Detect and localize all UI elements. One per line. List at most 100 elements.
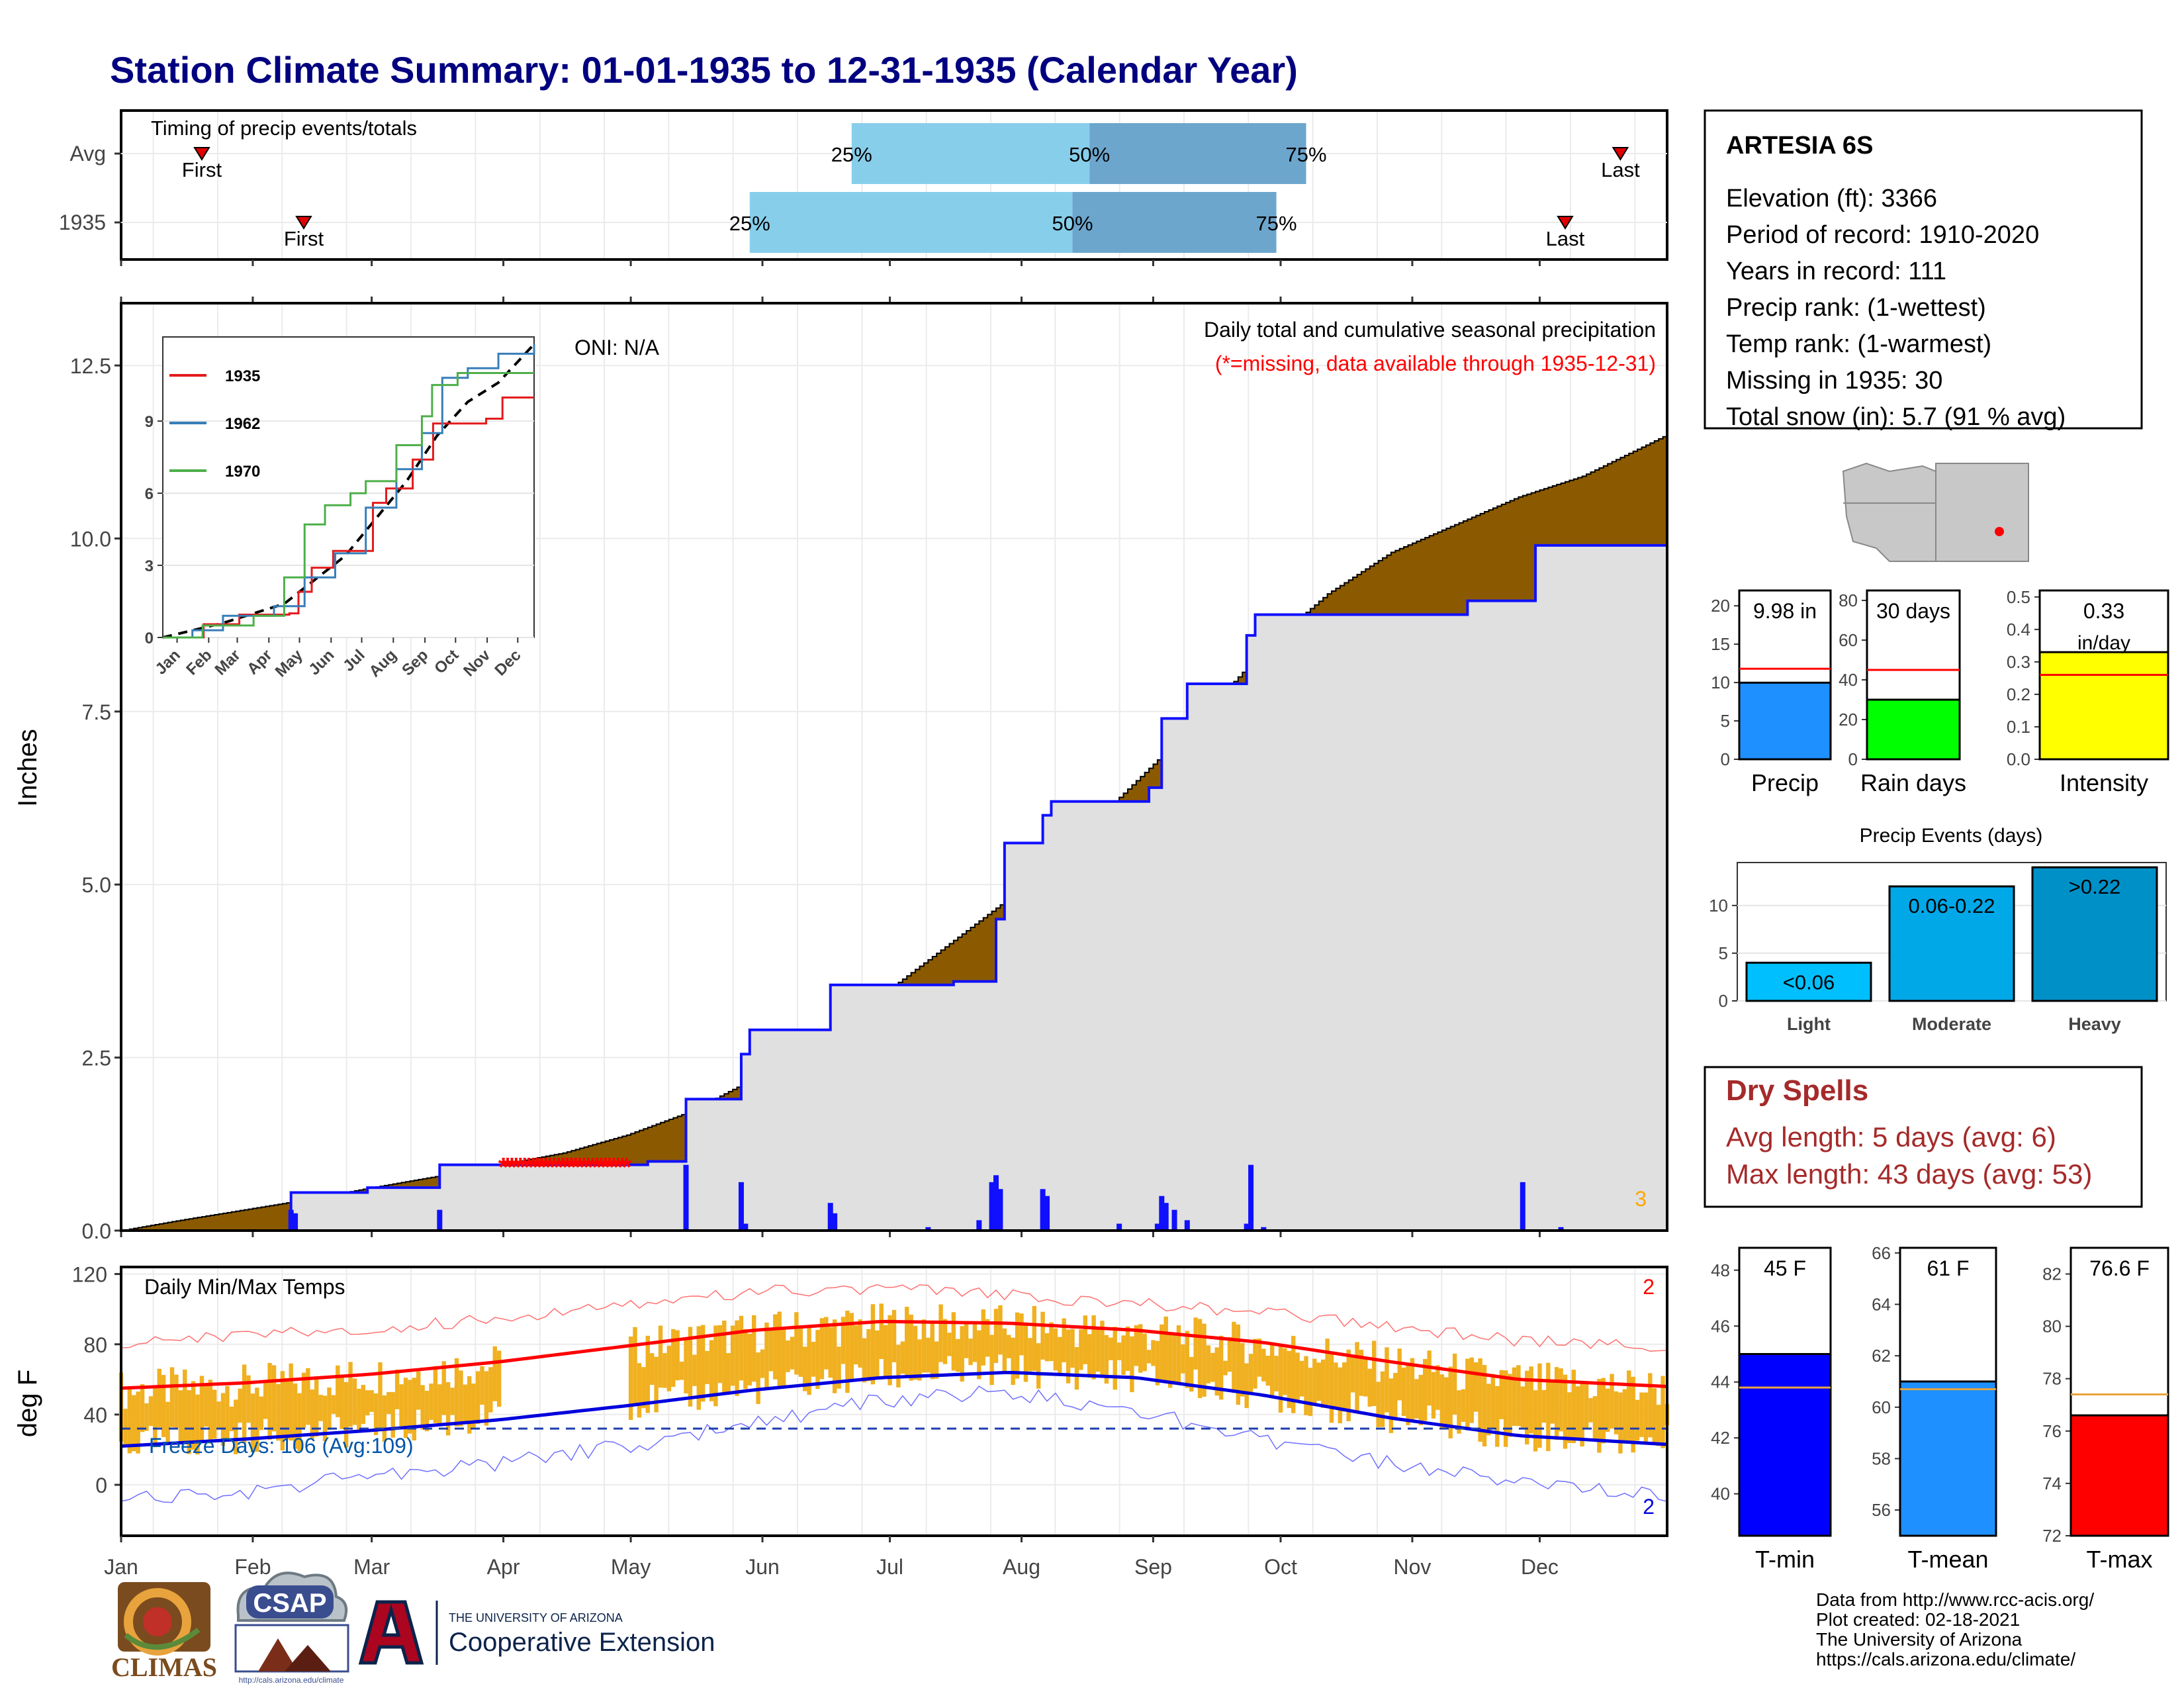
daily-temp-bar (1295, 1352, 1300, 1400)
daily-temp-bar (1104, 1335, 1109, 1384)
month-label: Jun (745, 1555, 780, 1579)
daily-precip-bar (827, 1203, 833, 1231)
daily-temp-bar (1023, 1322, 1028, 1382)
daily-temp-bar (424, 1391, 430, 1432)
daily-precip-bar (1159, 1196, 1165, 1231)
daily-temp-bar (1304, 1356, 1308, 1415)
daily-temp-bar (1401, 1367, 1406, 1417)
daily-temp-bar (144, 1403, 149, 1431)
daily-temp-bar (127, 1387, 132, 1454)
timing-first-marker (295, 216, 312, 230)
summary-y-tick-label: 20 (1839, 710, 1858, 729)
precip-y-tick-label: 2.5 (82, 1047, 111, 1070)
timing-last-label: Last (1601, 158, 1640, 181)
daily-temp-bar (1058, 1336, 1062, 1376)
summary-y-tick-label: 5 (1721, 711, 1730, 731)
daily-temp-bar (1541, 1389, 1547, 1423)
daily-temp-bar (1134, 1325, 1139, 1366)
daily-temp-bar (671, 1329, 676, 1387)
daily-temp-bar (1236, 1324, 1241, 1405)
daily-temp-bar (1083, 1315, 1087, 1364)
daily-temp-bar (340, 1376, 344, 1429)
daily-temp-bar (1516, 1365, 1521, 1427)
inset-y-tick-label: 3 (145, 557, 154, 575)
daily-temp-bar (454, 1358, 459, 1427)
daily-temp-bar (1244, 1363, 1249, 1409)
temps-top-right-label: 2 (1643, 1275, 1655, 1299)
daily-precip-bar (1520, 1182, 1525, 1231)
temps-y-tick-label: 40 (83, 1403, 107, 1427)
events-bar (1888, 885, 2015, 1002)
daily-temp-bar (1189, 1356, 1194, 1392)
daily-temp-bar (492, 1346, 497, 1401)
dry-spells-avg: Avg length: 5 days (avg: 6) (1726, 1121, 2056, 1152)
inset-y-tick-label: 0 (145, 630, 154, 647)
daily-temp-bar (1461, 1389, 1466, 1423)
precip-y-tick-label: 10.0 (70, 527, 111, 551)
daily-temp-bar (301, 1372, 306, 1428)
freeze-days-label: Freeze Days: 106 (Avg:109) (149, 1434, 414, 1458)
daily-temp-bar (136, 1391, 140, 1454)
daily-temp-bar (394, 1370, 400, 1409)
daily-precip-bar (993, 1175, 999, 1231)
daily-temp-bar (1495, 1385, 1500, 1447)
daily-precip-bar (1154, 1223, 1160, 1231)
timing-last-label: Last (1546, 227, 1585, 250)
station-info-line: Elevation (ft): 3366 (1726, 185, 1937, 212)
daily-temp-bar (764, 1323, 769, 1389)
summary-y-tick-label: 0.3 (2007, 652, 2030, 672)
daily-temp-bar (195, 1394, 200, 1455)
daily-temp-bar (956, 1338, 960, 1372)
month-label: Dec (1521, 1555, 1559, 1579)
month-label: Apr (487, 1555, 520, 1579)
daily-temp-bar (1610, 1374, 1614, 1429)
daily-temp-bar (968, 1338, 973, 1366)
daily-temp-bar (148, 1396, 154, 1427)
summary-y-tick-label: 80 (2042, 1317, 2062, 1336)
summary-category-label: T-mean (1907, 1546, 1988, 1573)
daily-temp-bar (862, 1338, 867, 1383)
timing-last-marker (1612, 147, 1629, 161)
daily-temp-bar (675, 1330, 680, 1381)
daily-temp-bar (280, 1371, 285, 1451)
summary-bar (1738, 681, 1832, 761)
observed-cumulative-area (121, 539, 1667, 1231)
daily-temp-bar (985, 1319, 990, 1357)
daily-temp-bar (242, 1364, 247, 1444)
summary-y-tick-label: 56 (1872, 1500, 1891, 1520)
missing-day-marker: * (553, 1152, 564, 1182)
daily-temp-bar (993, 1309, 999, 1363)
daily-temp-bar (1525, 1370, 1529, 1445)
summary-y-tick-label: 15 (1711, 634, 1730, 654)
daily-temp-bar (408, 1380, 412, 1434)
missing-day-marker: * (562, 1152, 572, 1182)
daily-temp-bar (824, 1317, 829, 1370)
daily-temp-bar (891, 1309, 897, 1362)
inset-y-tick-label: 6 (145, 485, 154, 503)
daily-temp-bar (496, 1350, 502, 1407)
daily-temp-bar (1287, 1350, 1292, 1409)
daily-temp-bar (998, 1305, 1003, 1355)
daily-temp-bar (870, 1304, 876, 1385)
daily-temp-bar (480, 1366, 484, 1405)
page-title: Station Climate Summary: 01-01-1935 to 1… (110, 49, 1298, 91)
daily-temp-bar (679, 1361, 684, 1380)
daily-temp-bar (722, 1320, 727, 1395)
daily-temp-bar (692, 1354, 697, 1386)
daily-temp-bar (1631, 1376, 1635, 1453)
daily-temp-bar (1427, 1350, 1432, 1406)
inset-frame (162, 336, 535, 638)
precip-y-tick-label: 12.5 (70, 354, 111, 378)
daily-temp-bar (1223, 1360, 1228, 1376)
summary-y-tick-label: 74 (2042, 1474, 2062, 1493)
daily-precip-bar (1044, 1196, 1050, 1231)
daily-temp-bar (378, 1362, 383, 1432)
daily-temp-bar (373, 1393, 379, 1435)
csap-logo: CSAP http://cals.arizona.edu/climate (234, 1571, 349, 1685)
daily-precip-bar (925, 1227, 931, 1231)
daily-precip-bar (1184, 1220, 1190, 1231)
daily-temp-bar (1185, 1331, 1190, 1388)
daily-temp-bar (1142, 1333, 1147, 1372)
daily-temp-bar (709, 1340, 714, 1401)
daily-temp-bar (1002, 1328, 1007, 1373)
